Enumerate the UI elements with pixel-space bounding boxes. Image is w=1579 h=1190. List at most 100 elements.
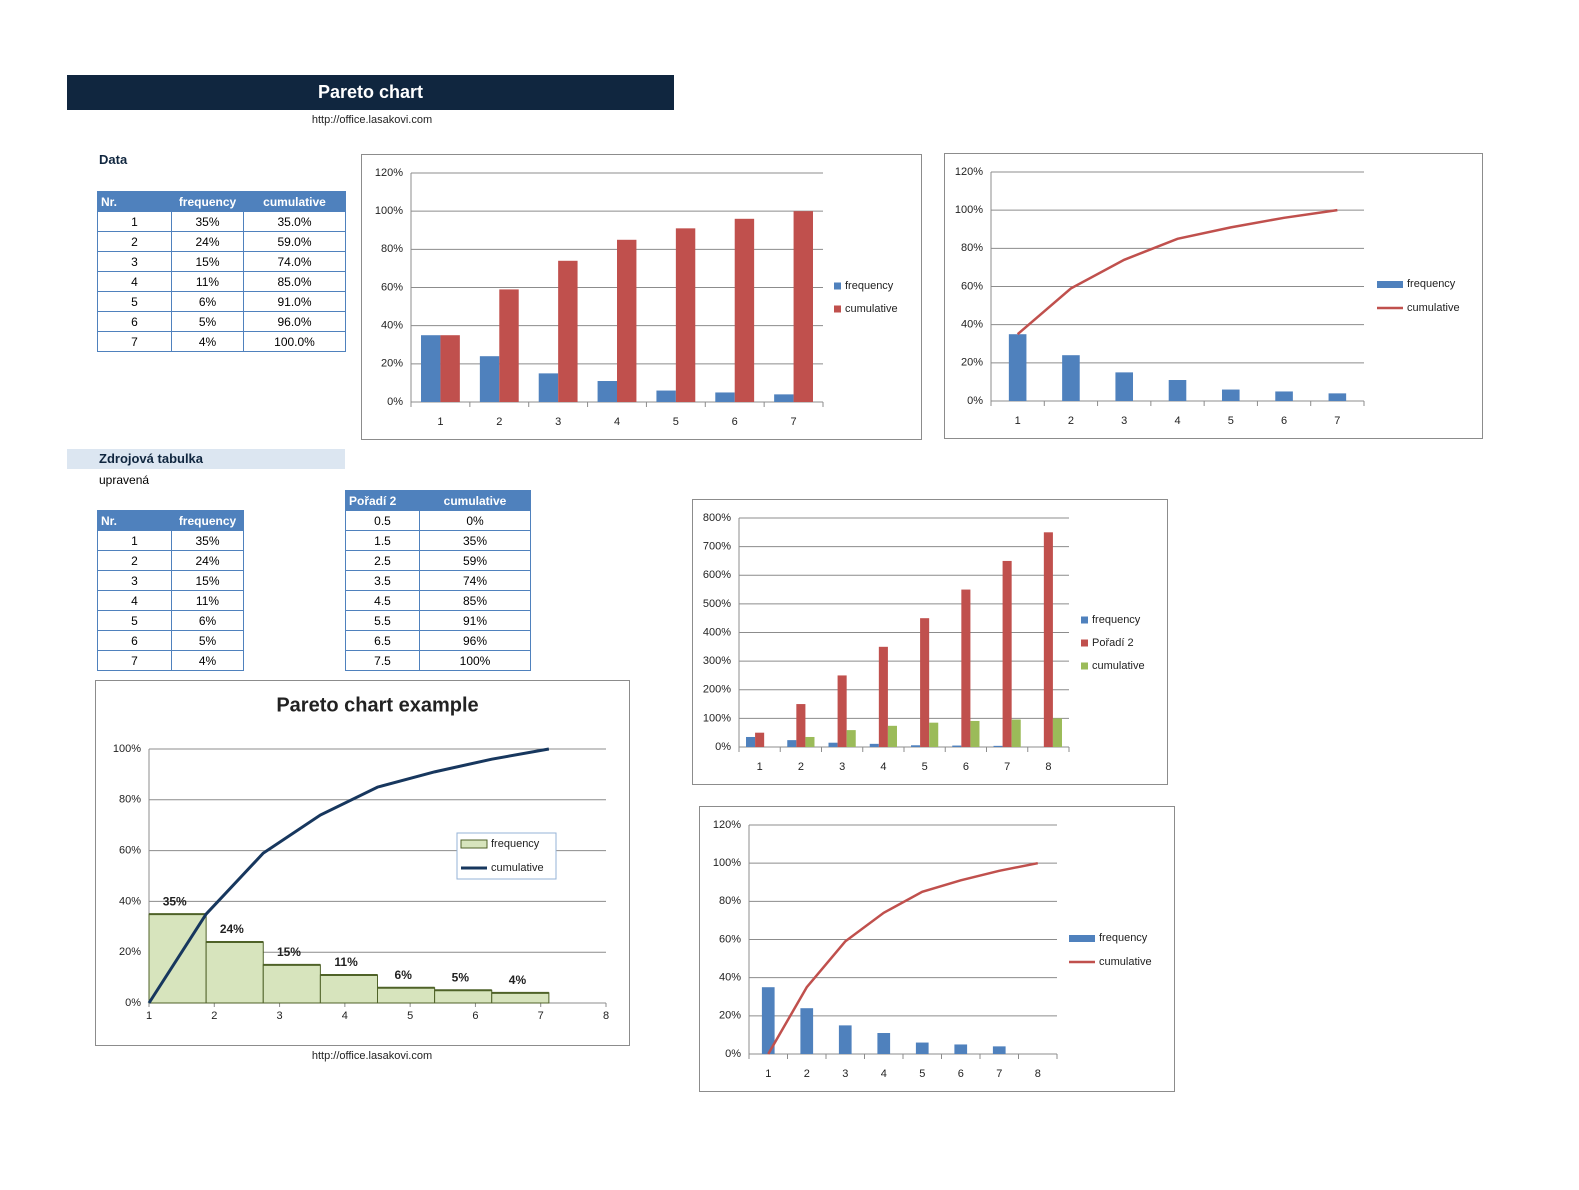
x-tick-label: 8: [1035, 1068, 1041, 1080]
y-tick-label: 100%: [703, 712, 731, 724]
x-tick-label: 5: [673, 416, 679, 428]
table-cell: 0%: [419, 510, 531, 531]
x-tick-label: 5: [919, 1068, 925, 1080]
legend-label: frequency: [491, 838, 540, 850]
legend-label: Pořadí 2: [1092, 637, 1134, 649]
table-cell: 5: [97, 610, 172, 631]
y-tick-label: 0%: [725, 1048, 741, 1060]
table-row: 2.5 59%: [345, 550, 531, 571]
bar: [970, 720, 980, 747]
x-tick-label: 6: [472, 1010, 478, 1022]
x-tick-label: 1: [437, 416, 443, 428]
bar: [675, 228, 696, 402]
bar: [1008, 334, 1027, 401]
legend-marker: [460, 839, 488, 849]
table-cell: 5: [97, 291, 172, 312]
bar: [1052, 718, 1062, 747]
bar: [846, 730, 856, 747]
legend-label: frequency: [1092, 614, 1141, 626]
legend-label: cumulative: [845, 303, 898, 315]
table-cell: 15%: [171, 570, 244, 591]
header-row: Nr. frequency: [97, 510, 244, 531]
section-label: Data: [99, 152, 128, 167]
bar: [558, 260, 578, 402]
table-row: 2 24%: [97, 550, 244, 571]
bar: [499, 289, 519, 402]
legend-marker: [1081, 662, 1088, 670]
bar: [838, 1025, 852, 1054]
x-tick-label: 3: [839, 761, 845, 773]
table-row: 7.5 100%: [345, 650, 531, 671]
column-header: frequency: [171, 191, 244, 212]
bar: [774, 394, 794, 402]
bar: [1002, 560, 1012, 747]
x-tick-label: 4: [342, 1010, 348, 1022]
legend-marker: [1377, 281, 1403, 288]
table-cell: 100%: [419, 650, 531, 671]
x-tick-label: 7: [1004, 761, 1010, 773]
table-row: 6 5% 96.0%: [97, 311, 346, 332]
bar: [491, 992, 550, 1004]
table-row: 1 35% 35.0%: [97, 211, 346, 232]
legend-label: cumulative: [1099, 956, 1152, 968]
bar: [715, 392, 735, 402]
chart: Pareto chart example 0% 20% 40% 60% 80% 100% 1 2…: [95, 680, 630, 1046]
table-cell: 2.5: [345, 550, 420, 571]
y-tick-label: 80%: [381, 243, 403, 255]
table-cell: 4: [97, 590, 172, 611]
bar: [952, 745, 962, 747]
y-tick-label: 120%: [713, 819, 741, 831]
table-cell: 2: [97, 231, 172, 252]
table-cell: 96.0%: [243, 311, 346, 332]
data-label: 15%: [277, 945, 301, 959]
y-tick-label: 20%: [119, 946, 141, 958]
table-cell: 24%: [171, 550, 244, 571]
bar: [992, 1046, 1006, 1054]
table-cell: 11%: [171, 271, 244, 292]
bar: [796, 704, 806, 747]
x-tick-label: 2: [798, 761, 804, 773]
y-tick-label: 100%: [113, 743, 141, 755]
bar: [800, 1008, 814, 1054]
table-cell: 4%: [171, 331, 244, 352]
bar: [1328, 393, 1347, 401]
table-cell: 3.5: [345, 570, 420, 591]
y-tick-label: 700%: [703, 541, 731, 553]
table-cell: 85.0%: [243, 271, 346, 292]
table-row: 5 6%: [97, 610, 244, 631]
x-tick-label: 6: [732, 416, 738, 428]
y-tick-label: 120%: [375, 167, 403, 179]
section-band: [67, 449, 345, 469]
table-cell: 100.0%: [243, 331, 346, 352]
x-tick-label: 1: [1015, 415, 1021, 427]
bar: [837, 675, 847, 747]
table-cell: 5.5: [345, 610, 420, 631]
y-tick-label: 0%: [387, 396, 403, 408]
y-tick-label: 100%: [375, 205, 403, 217]
table-cell: 6: [97, 311, 172, 332]
data-label: 5%: [452, 970, 470, 984]
table-row: 4 11%: [97, 590, 244, 611]
column-header: cumulative: [419, 490, 531, 511]
legend-label: cumulative: [1407, 302, 1460, 314]
bar: [205, 941, 264, 1004]
bar: [1011, 719, 1021, 747]
table-cell: 74%: [419, 570, 531, 591]
y-tick-label: 40%: [119, 895, 141, 907]
legend-label: frequency: [1099, 932, 1148, 944]
x-tick-label: 3: [277, 1010, 283, 1022]
x-tick-label: 8: [603, 1010, 609, 1022]
x-tick-label: 8: [1045, 761, 1051, 773]
x-tick-label: 2: [211, 1010, 217, 1022]
bar: [911, 745, 921, 747]
x-tick-label: 7: [791, 416, 797, 428]
table-row: 3.5 74%: [345, 570, 531, 591]
legend-marker: [1081, 616, 1088, 624]
y-tick-label: 200%: [703, 684, 731, 696]
table-row: 6.5 96%: [345, 630, 531, 651]
legend-marker: [1081, 639, 1088, 647]
table: Nr. frequency 1 35% 2 24% 3 15% 4 11% 5 6% 6 5% 7 4%: [97, 510, 244, 671]
bar: [262, 964, 321, 1004]
chart: 0% 20% 40% 60% 80% 100% 120% 1 2 3 4 5 6 7 frequency cu…: [361, 154, 922, 440]
